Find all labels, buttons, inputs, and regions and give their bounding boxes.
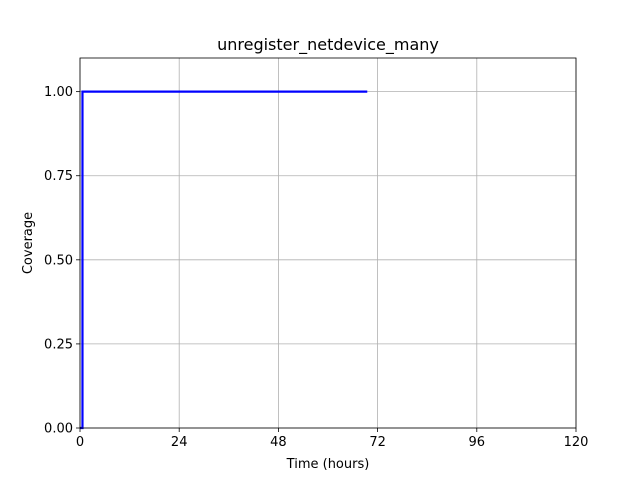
ticks: 0 24 48 72 96 120 0.00 0.25 0.50 0.75 1.00 bbox=[44, 85, 588, 450]
x-tick-label: 48 bbox=[270, 435, 287, 450]
y-tick-label: 0.00 bbox=[44, 422, 73, 437]
chart-title: unregister_netdevice_many bbox=[217, 35, 439, 55]
x-tick-label: 120 bbox=[564, 435, 589, 450]
x-tick-label: 72 bbox=[369, 435, 386, 450]
plot-frame bbox=[79, 57, 577, 429]
x-axis-label: Time (hours) bbox=[286, 457, 370, 472]
y-axis-label: Coverage bbox=[21, 212, 36, 274]
y-tick-label: 0.75 bbox=[44, 169, 73, 184]
y-tick-label: 0.50 bbox=[44, 253, 73, 268]
y-tick-label: 0.25 bbox=[44, 337, 73, 352]
y-tick-label: 1.00 bbox=[44, 85, 73, 100]
x-tick-label: 0 bbox=[76, 435, 84, 450]
x-tick-label: 24 bbox=[171, 435, 188, 450]
x-tick-label: 96 bbox=[469, 435, 486, 450]
